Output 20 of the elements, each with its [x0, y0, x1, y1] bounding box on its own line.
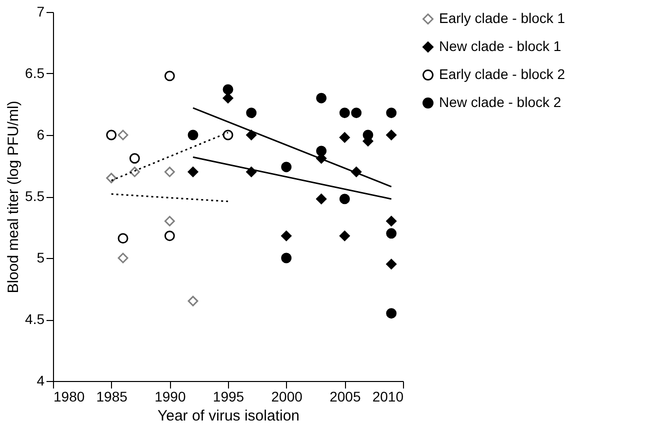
x-tick-label: 1985	[96, 388, 128, 404]
x-tick-label: 2005	[330, 388, 361, 404]
y-axis-title: Blood meal titer (log PFU/ml)	[5, 100, 22, 294]
y-tick-label: 6	[36, 126, 45, 142]
legend-label: Early clade - block 1	[439, 10, 566, 26]
x-axis-title: Year of virus isolation	[157, 408, 300, 424]
x-tick-label: 1990	[154, 388, 186, 404]
x-tick-label: 1995	[212, 388, 244, 404]
y-tick-label: 5.5	[25, 188, 45, 204]
legend-label: New clade - block 2	[439, 94, 562, 110]
x-tick-label: 2010	[372, 388, 404, 404]
y-tick-label: 6.5	[25, 65, 45, 81]
y-tick-label: 7	[36, 4, 45, 20]
y-tick-label: 4.5	[25, 311, 45, 327]
y-tick-label: 5	[36, 250, 45, 266]
x-tick-label: 2000	[271, 388, 303, 404]
legend-label: Early clade - block 2	[439, 66, 566, 82]
x-tick-label: 1980	[54, 388, 85, 404]
y-tick-label: 4	[36, 372, 45, 388]
legend-label: New clade - block 1	[439, 38, 562, 54]
